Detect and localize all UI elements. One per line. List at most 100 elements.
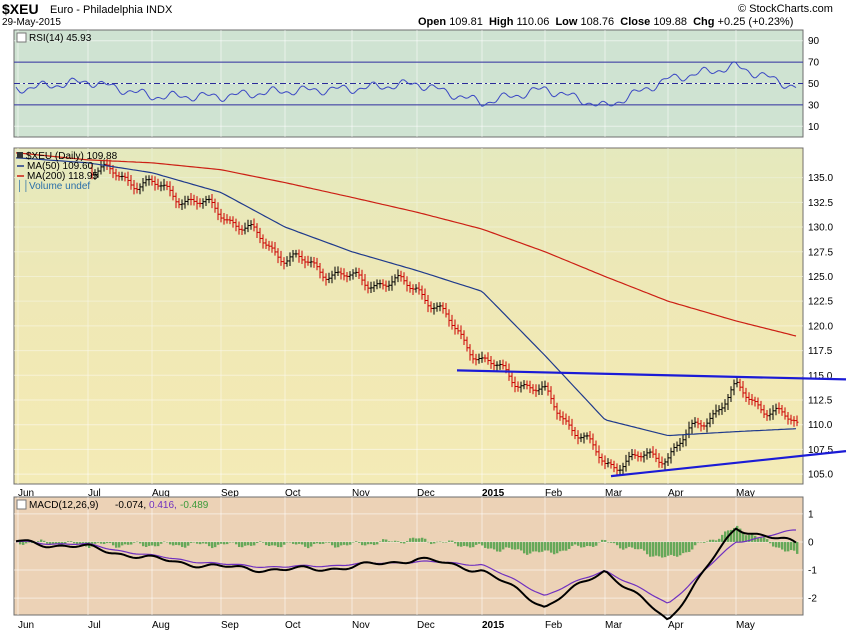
macd-histogram-bar — [289, 541, 292, 543]
macd-histogram-bar — [475, 541, 478, 545]
macd-histogram-bar — [772, 541, 775, 547]
price-bar — [291, 250, 295, 262]
price-bar — [429, 301, 433, 313]
price-bar — [327, 272, 331, 284]
x-tick-label: Oct — [285, 620, 301, 631]
macd-histogram-bar — [445, 541, 448, 543]
price-bar — [132, 180, 136, 195]
macd-histogram-bar — [358, 541, 361, 543]
macd-histogram-bar — [499, 541, 502, 552]
macd-histogram-bar — [154, 541, 157, 547]
x-tick-label: Aug — [152, 620, 170, 631]
macd-histogram-bar — [184, 541, 187, 548]
x-tick-label: Aug — [152, 488, 170, 499]
macd-histogram-bar — [181, 541, 184, 547]
price-bar — [420, 285, 424, 300]
macd-histogram-bar — [664, 541, 667, 558]
macd-histogram-bar — [214, 541, 217, 548]
macd-histogram-bar — [253, 541, 256, 546]
price-bar — [771, 405, 775, 420]
price-bar — [759, 400, 763, 414]
price-bar — [747, 392, 751, 405]
price-bar — [315, 257, 319, 271]
price-bar — [618, 464, 622, 476]
price-bar — [159, 181, 163, 192]
price-bar — [741, 380, 745, 398]
price-bar — [369, 281, 373, 293]
low-value: 108.76 — [580, 16, 615, 28]
macd-histogram-bar — [328, 541, 331, 543]
price-bar — [699, 420, 703, 432]
macd-histogram-bar — [304, 541, 307, 547]
macd-histogram-bar — [283, 541, 286, 545]
price-bar — [642, 451, 646, 463]
price-bar — [594, 440, 598, 456]
price-bar — [519, 381, 523, 393]
macd-histogram-bar — [229, 541, 232, 543]
x-tick-label: Jun — [18, 488, 34, 499]
macd-histogram-bar — [148, 541, 151, 546]
price-bar — [552, 394, 556, 411]
price-bar — [543, 380, 547, 391]
macd-histogram-bar — [511, 541, 514, 550]
price-bar — [150, 175, 154, 186]
macd-histogram-bar — [454, 541, 457, 544]
price-bar — [426, 294, 430, 313]
y-tick-label: 115.0 — [808, 371, 833, 382]
macd-histogram-bar — [670, 541, 673, 555]
macd-histogram-bar — [574, 541, 577, 545]
macd-histogram-bar — [280, 541, 283, 548]
macd-histogram-bar — [685, 541, 688, 553]
price-bar — [183, 195, 187, 209]
macd-histogram-bar — [367, 541, 370, 545]
macd-histogram-bar — [331, 541, 334, 546]
macd-histogram-bar — [787, 541, 790, 552]
macd-histogram-bar — [385, 539, 388, 542]
macd-histogram-bar — [55, 541, 58, 545]
macd-histogram-bar — [682, 541, 685, 554]
price-bar — [393, 274, 397, 286]
macd-histogram-bar — [241, 541, 244, 548]
price-bar — [288, 252, 292, 266]
price-bar — [138, 183, 142, 195]
macd-histogram-bar — [133, 541, 136, 543]
price-bar — [402, 272, 406, 285]
price-bar — [324, 273, 328, 286]
price-bar — [606, 458, 610, 468]
macd-histogram-bar — [478, 541, 481, 544]
y-tick-label: 130.0 — [808, 223, 833, 234]
y-tick-label: 1 — [808, 509, 814, 520]
price-bar — [678, 438, 682, 451]
macd-histogram-bar — [442, 541, 445, 543]
price-bar — [477, 353, 481, 364]
macd-histogram-bar — [622, 541, 625, 550]
price-bar — [702, 422, 706, 430]
macd-histogram-bar — [586, 541, 589, 546]
chg-label: Chg — [693, 16, 715, 28]
price-bar — [168, 181, 172, 197]
panel-background — [13, 496, 804, 616]
price-bar — [417, 282, 421, 295]
price-bar — [570, 418, 574, 436]
macd-histogram-bar — [418, 538, 421, 542]
macd-histogram-bar — [49, 541, 52, 545]
macd-histogram-bar — [778, 541, 781, 548]
macd-histogram-bar — [178, 541, 181, 546]
macd-histogram-bar — [628, 541, 631, 547]
price-bar — [90, 163, 94, 180]
x-tick-label: Nov — [352, 488, 370, 499]
high-label: High — [488, 16, 514, 28]
x-tick-label: Oct — [285, 488, 301, 499]
macd-histogram-bar — [601, 539, 604, 542]
price-bar — [366, 281, 370, 294]
rsi-legend: RSI(14) 45.93 — [29, 33, 92, 44]
price-bar — [558, 409, 562, 421]
macd-histogram-bar — [334, 541, 337, 548]
price-bar — [654, 448, 658, 463]
macd-histogram-bar — [472, 541, 475, 548]
macd-histogram-bar — [223, 541, 226, 545]
price-bar — [621, 462, 625, 476]
macd-histogram-bar — [124, 541, 127, 545]
y-tick-label: 70 — [808, 58, 820, 69]
macd-histogram-bar — [631, 541, 634, 548]
